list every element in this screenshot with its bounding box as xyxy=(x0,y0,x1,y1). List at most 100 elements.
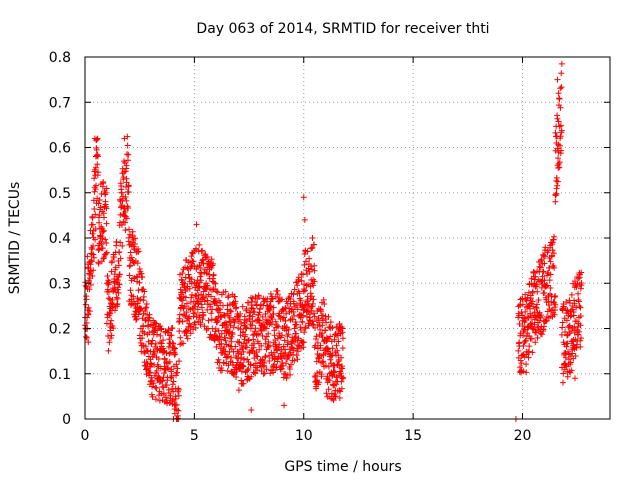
data-point xyxy=(566,299,573,306)
data-point xyxy=(337,370,344,377)
data-point xyxy=(117,255,124,262)
data-point xyxy=(317,326,324,333)
data-point xyxy=(175,386,182,393)
data-point xyxy=(559,379,566,386)
data-point xyxy=(569,350,576,357)
data-point xyxy=(515,347,522,354)
data-point xyxy=(258,342,265,349)
data-point xyxy=(526,348,533,355)
data-point xyxy=(172,351,179,357)
data-point xyxy=(135,248,142,255)
data-point xyxy=(173,401,180,408)
data-points xyxy=(82,60,585,422)
data-point xyxy=(154,327,161,334)
data-point xyxy=(208,316,215,323)
data-point xyxy=(227,335,234,342)
data-point xyxy=(552,301,559,308)
data-point xyxy=(563,317,570,324)
data-point xyxy=(184,315,191,322)
data-point xyxy=(303,308,310,315)
data-point xyxy=(532,339,539,346)
data-point xyxy=(551,307,558,314)
data-point xyxy=(278,355,285,362)
data-point xyxy=(102,189,109,196)
data-point xyxy=(144,347,151,354)
data-point xyxy=(283,375,290,382)
data-point xyxy=(160,345,167,352)
data-point xyxy=(103,249,110,256)
data-point xyxy=(528,335,535,342)
data-point xyxy=(314,339,321,346)
data-point xyxy=(280,362,287,369)
data-point xyxy=(323,390,330,397)
data-point xyxy=(122,208,129,215)
data-point xyxy=(213,288,220,295)
data-point xyxy=(577,337,584,344)
x-axis-label: GPS time / hours xyxy=(284,459,401,475)
data-point xyxy=(93,182,100,189)
data-point xyxy=(323,319,330,326)
data-point xyxy=(554,178,561,185)
data-point xyxy=(125,182,132,189)
data-point xyxy=(157,332,164,339)
data-point xyxy=(568,291,575,298)
data-point xyxy=(162,394,169,401)
data-point xyxy=(136,266,143,273)
data-point xyxy=(245,366,252,373)
data-point xyxy=(204,254,211,261)
data-point xyxy=(577,343,584,350)
data-point xyxy=(183,309,190,316)
data-point xyxy=(244,356,251,363)
data-point xyxy=(557,104,564,111)
data-point xyxy=(277,366,284,373)
y-tick-label: 0.6 xyxy=(49,141,71,157)
data-point xyxy=(310,310,317,317)
data-point xyxy=(225,293,232,300)
data-point xyxy=(235,387,242,394)
data-point xyxy=(240,348,247,355)
data-point xyxy=(269,315,276,322)
data-point xyxy=(327,319,334,326)
data-point xyxy=(127,262,134,269)
data-point xyxy=(90,243,97,250)
data-point xyxy=(199,316,206,323)
data-point xyxy=(294,306,301,313)
data-point xyxy=(105,288,112,295)
data-point xyxy=(547,271,554,278)
data-point xyxy=(127,249,134,256)
data-point xyxy=(533,301,540,308)
y-tick-label: 0 xyxy=(62,412,71,428)
data-point xyxy=(283,310,290,317)
data-point xyxy=(129,228,136,235)
data-point xyxy=(293,321,300,328)
data-point xyxy=(523,297,530,304)
data-point xyxy=(199,257,206,264)
data-point xyxy=(106,279,113,286)
data-point xyxy=(89,246,96,253)
data-point xyxy=(196,241,203,248)
data-point xyxy=(518,360,525,367)
x-tick-label: 15 xyxy=(404,428,422,444)
data-point xyxy=(169,381,176,388)
data-point xyxy=(86,308,93,315)
data-point xyxy=(100,227,107,234)
data-point xyxy=(520,343,527,350)
data-point xyxy=(95,246,102,253)
data-point xyxy=(562,328,569,335)
data-point xyxy=(328,352,335,359)
data-point xyxy=(159,383,166,390)
data-point xyxy=(231,319,238,326)
data-point xyxy=(326,324,333,331)
data-point xyxy=(169,325,176,332)
data-point xyxy=(111,279,118,286)
data-point xyxy=(262,353,269,360)
data-point xyxy=(115,290,122,297)
data-point xyxy=(270,310,277,317)
data-point xyxy=(174,365,181,372)
x-tick-label: 10 xyxy=(295,428,313,444)
data-point xyxy=(101,214,108,221)
data-point xyxy=(92,153,99,160)
data-point xyxy=(531,269,538,276)
data-point xyxy=(560,370,567,377)
data-point xyxy=(90,197,97,204)
